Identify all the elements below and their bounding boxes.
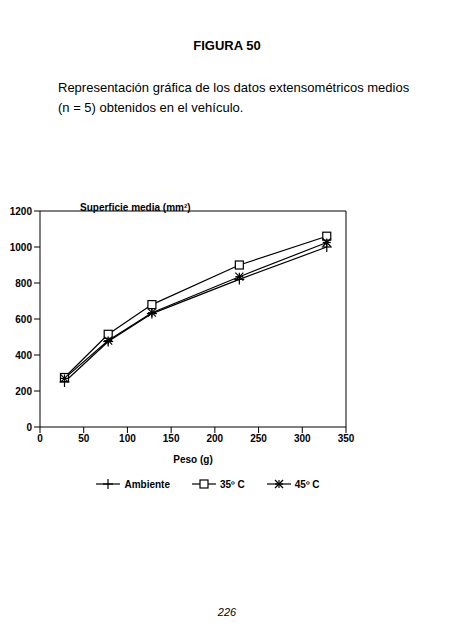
html-text:Superficie media (mm²): Superficie media (mm²) <box>80 202 191 213</box>
svg-text:0: 0 <box>37 433 43 444</box>
html-text:35º C: 35º C <box>220 478 245 490</box>
svg-text:150: 150 <box>163 433 180 444</box>
html-text:Representación gráfica de los: Representación gráfica de los datos exte… <box>58 80 410 115</box>
html-text:Ambiente: Ambiente <box>124 478 170 490</box>
svg-text:350: 350 <box>338 433 355 444</box>
html-text:Peso (g): Peso (g) <box>173 454 213 465</box>
svg-text:200: 200 <box>207 433 224 444</box>
svg-text:600: 600 <box>15 314 32 325</box>
html-text:226: 226 <box>217 606 237 618</box>
svg-text:1000: 1000 <box>10 242 33 253</box>
svg-text:100: 100 <box>119 433 136 444</box>
svg-text:800: 800 <box>15 278 32 289</box>
svg-text:250: 250 <box>250 433 267 444</box>
html-text:45º C: 45º C <box>294 478 320 490</box>
svg-text:0: 0 <box>26 422 32 433</box>
html-text:FIGURA 50: FIGURA 50 <box>193 38 261 53</box>
svg-text:50: 50 <box>78 433 90 444</box>
svg-text:200: 200 <box>15 386 32 397</box>
svg-text:1200: 1200 <box>10 206 33 217</box>
svg-text:300: 300 <box>294 433 311 444</box>
svg-text:400: 400 <box>15 350 32 361</box>
